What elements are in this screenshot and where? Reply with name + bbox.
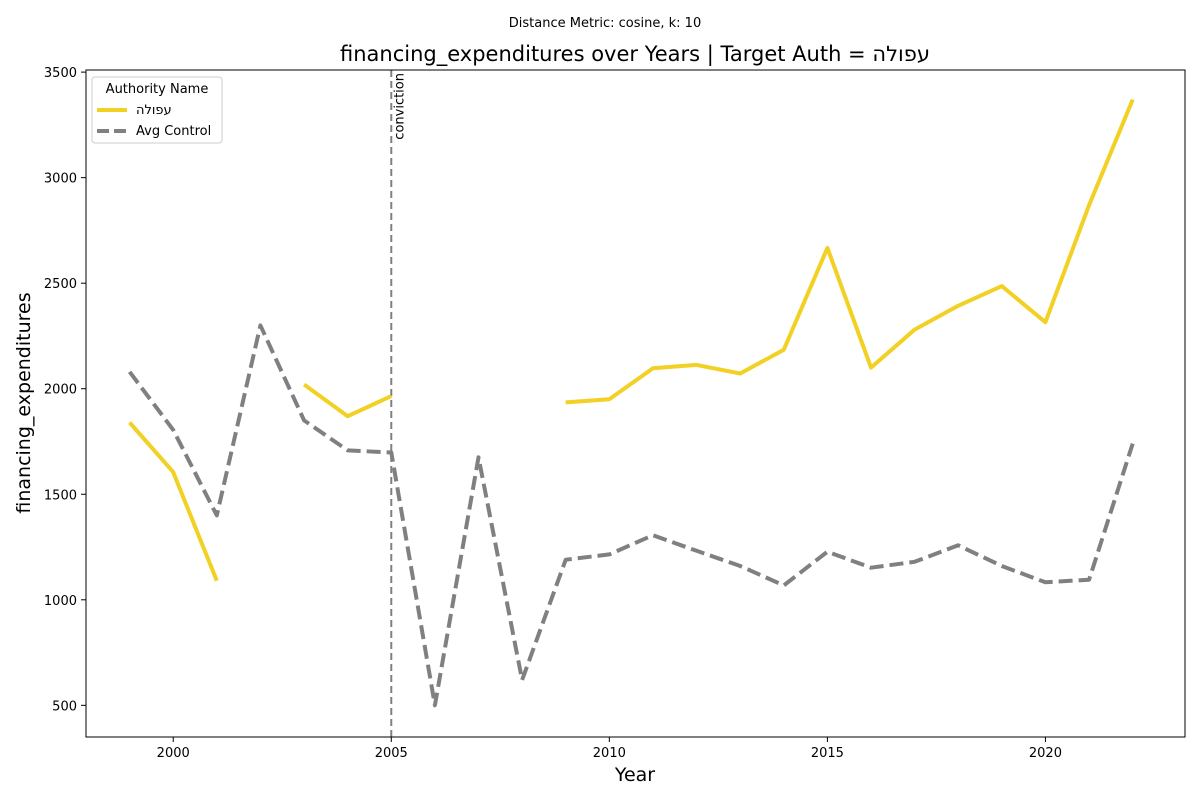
x-tick-label: 2010 [593, 746, 626, 761]
y-tick-label: 1500 [44, 488, 77, 503]
x-tick-label: 2005 [375, 746, 408, 761]
legend-box [91, 76, 223, 144]
y-tick-label: 500 [52, 699, 77, 714]
y-tick-label: 3500 [44, 66, 77, 81]
y-tick-label: 2000 [44, 383, 77, 398]
y-axis: 500 1000 1500 2000 2500 3000 3500 [44, 66, 86, 714]
x-tick-label: 2020 [1029, 746, 1062, 761]
y-tick-label: 3000 [44, 172, 77, 187]
x-tick-label: 2000 [157, 746, 190, 761]
legend-label-control: Avg Control [136, 124, 211, 139]
chart-title: financing_expenditures over Years | Targ… [340, 42, 930, 67]
x-axis-label: Year [614, 764, 655, 786]
series-lines [128, 98, 1135, 708]
plot-frame [85, 69, 1186, 738]
y-axis-label: financing_expenditures [13, 292, 35, 513]
legend: Authority Name עפולה Avg Control [91, 76, 223, 144]
annotation-vline: conviction [390, 70, 407, 737]
series-line-target [302, 382, 393, 419]
series-line-control [128, 323, 1135, 708]
chart-suptitle: Distance Metric: cosine, k: 10 [509, 16, 701, 31]
series-line-target [565, 98, 1135, 405]
x-tick-label: 2015 [811, 746, 844, 761]
legend-label-target: עפולה [136, 103, 172, 118]
y-tick-label: 2500 [44, 277, 77, 292]
vline-label: conviction [392, 73, 407, 140]
y-tick-label: 1000 [44, 594, 77, 609]
legend-title: Authority Name [106, 82, 209, 97]
series-line-target [128, 421, 219, 582]
x-axis: 2000 2005 2010 2015 2020 [157, 737, 1062, 761]
